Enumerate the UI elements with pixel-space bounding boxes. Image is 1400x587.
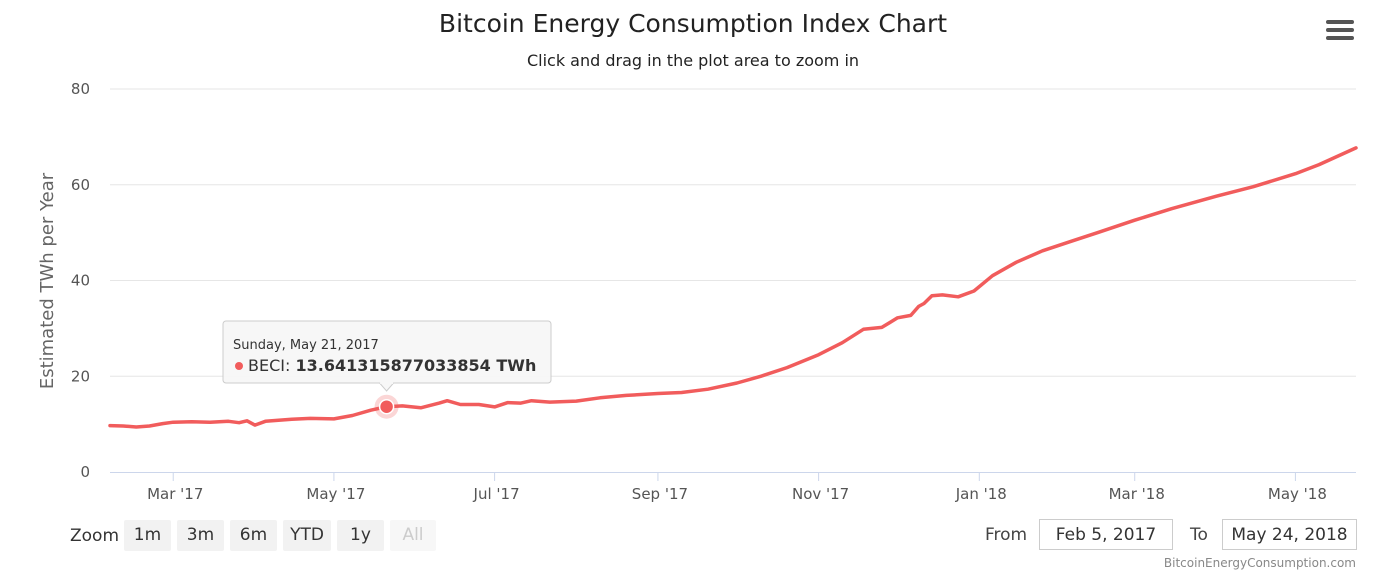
to-label: To bbox=[1190, 525, 1208, 545]
zoom-button-all[interactable]: All bbox=[390, 520, 436, 551]
x-tick-label: Jan '18 bbox=[955, 485, 1007, 503]
credit-text[interactable]: BitcoinEnergyConsumption.com bbox=[1164, 556, 1356, 570]
x-tick-label: May '18 bbox=[1268, 485, 1327, 503]
tooltip: Sunday, May 21, 2017 BECI: 13.6413158770… bbox=[222, 320, 552, 392]
grid-lines bbox=[110, 88, 1356, 377]
y-axis-ticks: 0 20 40 60 80 bbox=[71, 80, 90, 481]
x-axis-ticks: Mar '17 May '17 Jul '17 Sep '17 Nov '17 Jan '… bbox=[147, 472, 1327, 503]
from-label: From bbox=[985, 525, 1028, 545]
x-tick-label: Mar '17 bbox=[147, 485, 203, 503]
y-axis-label: Estimated TWh per Year bbox=[37, 172, 58, 389]
x-tick-label: May '17 bbox=[306, 485, 365, 503]
tooltip-pointer bbox=[378, 382, 395, 392]
hover-point[interactable] bbox=[378, 398, 395, 415]
chart-subtitle: Click and drag in the plot area to zoom … bbox=[527, 51, 859, 70]
x-tick-label: Sep '17 bbox=[632, 485, 688, 503]
zoom-label: Zoom bbox=[70, 526, 120, 546]
hamburger-menu-icon[interactable] bbox=[1326, 20, 1354, 44]
tooltip-series-name: BECI: bbox=[248, 356, 290, 375]
y-tick-label: 0 bbox=[80, 463, 90, 481]
zoom-button-ytd[interactable]: YTD bbox=[283, 520, 331, 551]
x-tick-label: Nov '17 bbox=[792, 485, 849, 503]
hover-point-marker bbox=[374, 394, 399, 419]
y-tick-label: 60 bbox=[71, 176, 90, 194]
tooltip-date: Sunday, May 21, 2017 bbox=[233, 338, 379, 353]
x-tick-label: Jul '17 bbox=[473, 485, 520, 503]
series-line-beci[interactable] bbox=[108, 146, 1358, 429]
x-tick-label: Mar '18 bbox=[1109, 485, 1165, 503]
y-tick-label: 40 bbox=[71, 272, 90, 290]
zoom-button-1y[interactable]: 1y bbox=[337, 520, 384, 551]
tooltip-value-line: BECI: 13.641315877033854 TWh bbox=[248, 356, 536, 375]
from-date-input[interactable]: Feb 5, 2017 bbox=[1039, 519, 1173, 550]
y-tick-label: 80 bbox=[71, 80, 90, 98]
y-tick-label: 20 bbox=[71, 367, 90, 385]
zoom-button-1m[interactable]: 1m bbox=[124, 520, 171, 551]
tooltip-value: 13.641315877033854 TWh bbox=[295, 356, 536, 375]
zoom-button-3m[interactable]: 3m bbox=[177, 520, 224, 551]
tooltip-series-marker bbox=[235, 362, 243, 370]
to-date-input[interactable]: May 24, 2018 bbox=[1222, 519, 1357, 550]
chart-title: Bitcoin Energy Consumption Index Chart bbox=[439, 9, 947, 38]
zoom-button-6m[interactable]: 6m bbox=[230, 520, 277, 551]
